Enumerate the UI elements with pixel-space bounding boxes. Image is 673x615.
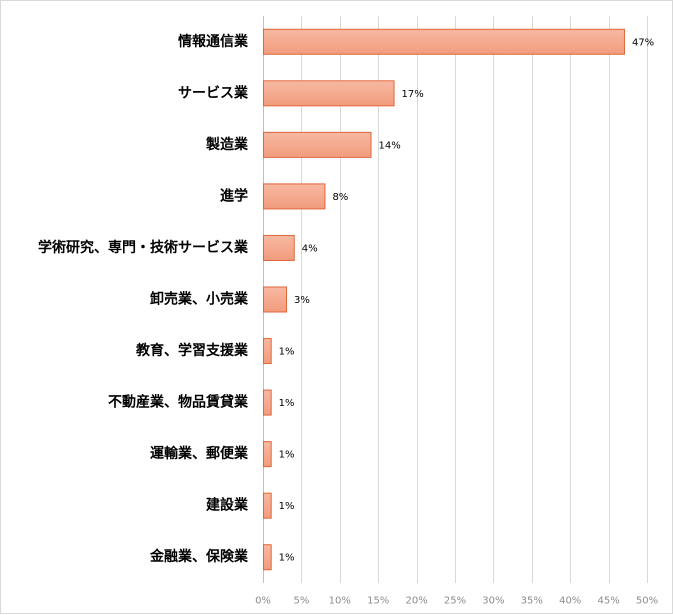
category-label-5: 卸売業、小売業: [150, 291, 249, 308]
x-tick-label-0: 0%: [255, 596, 271, 607]
x-tick-label-30: 30%: [482, 596, 504, 607]
category-label-3: 進学: [220, 187, 248, 204]
gridlines: [263, 16, 648, 583]
bar-10: [263, 544, 272, 571]
bar-9: [263, 492, 272, 519]
data-label-9: 1%: [279, 501, 295, 512]
category-label-2: 製造業: [205, 136, 249, 153]
data-label-4: 4%: [302, 243, 318, 254]
data-label-1: 17%: [402, 89, 424, 100]
data-label-3: 8%: [332, 192, 348, 203]
data-label-10: 1%: [279, 553, 295, 564]
x-tick-label-45: 45%: [597, 596, 619, 607]
data-label-6: 1%: [279, 347, 295, 358]
x-tick-label-40: 40%: [559, 596, 581, 607]
category-label-9: 建設業: [206, 497, 249, 514]
data-label-5: 3%: [294, 295, 310, 306]
data-label-8: 1%: [279, 450, 295, 461]
bar-1: [263, 80, 395, 107]
category-label-4: 学術研究、専門・技術サービス業: [38, 239, 249, 256]
category-labels: 情報通信業サービス業製造業進学学術研究、専門・技術サービス業卸売業、小売業教育、…: [38, 33, 249, 565]
x-tick-label-35: 35%: [521, 596, 543, 607]
bar-8: [263, 441, 272, 468]
x-tick-label-20: 20%: [405, 596, 427, 607]
data-label-2: 14%: [379, 140, 401, 151]
x-tick-label-25: 25%: [444, 596, 466, 607]
bar-6: [263, 338, 272, 365]
x-tick-label-50: 50%: [636, 596, 658, 607]
bar-4: [263, 234, 295, 261]
bars: [263, 28, 625, 571]
data-label-7: 1%: [279, 398, 295, 409]
x-tick-label-5: 5%: [293, 596, 309, 607]
data-labels: 47% 17% 14% 8% 4% 3% 1% 1% 1% 1% 1%: [279, 37, 655, 563]
bar-7: [263, 389, 272, 416]
category-label-7: 不動産業、物品賃貸業: [108, 394, 249, 411]
category-label-8: 運輸業、郵便業: [150, 445, 249, 462]
category-label-0: 情報通信業: [178, 33, 249, 50]
bar-5: [263, 286, 288, 313]
bar-0: [263, 28, 625, 55]
bar-3: [263, 183, 326, 210]
category-label-6: 教育、学習支援業: [136, 342, 249, 359]
x-axis-tick-labels: 0% 5% 10% 15% 20% 25% 30% 35% 40% 45% 50%: [255, 596, 658, 607]
x-tick-label-15: 15%: [367, 596, 389, 607]
bar-2: [263, 131, 372, 158]
category-label-10: 金融業、保険業: [149, 548, 249, 565]
category-label-1: サービス業: [178, 84, 249, 101]
x-tick-label-10: 10%: [329, 596, 351, 607]
data-label-0: 47%: [632, 37, 654, 48]
